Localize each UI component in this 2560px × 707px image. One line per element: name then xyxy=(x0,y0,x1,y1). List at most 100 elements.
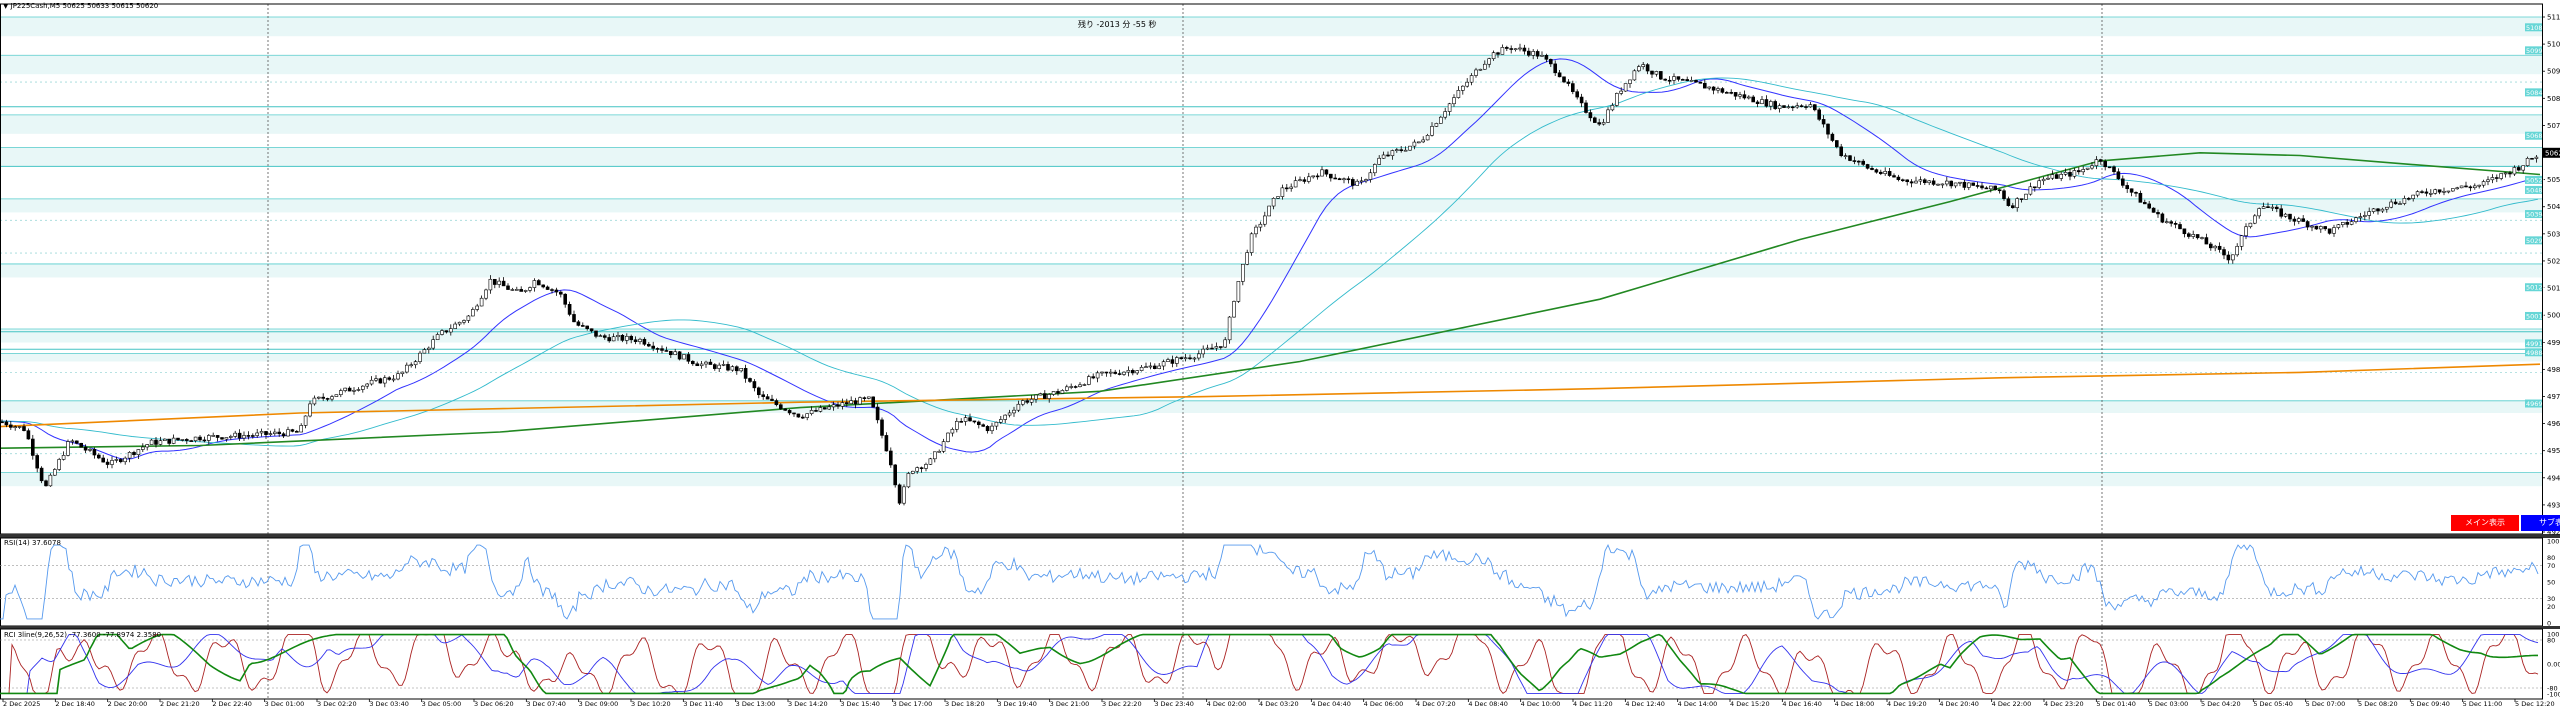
candle-body xyxy=(1874,169,1879,173)
candle-body xyxy=(1293,180,1298,188)
candle-body xyxy=(97,454,101,459)
candle-body xyxy=(1566,81,1571,84)
candle-body xyxy=(726,364,730,371)
candle-body xyxy=(1993,185,1997,191)
time-tick-label: 4 Dec 04:40 xyxy=(1311,700,1351,707)
ma-xlong-line xyxy=(0,363,2541,428)
candle-body xyxy=(466,315,471,321)
candle-body xyxy=(242,435,246,439)
candle-body xyxy=(712,364,717,369)
candle-body xyxy=(2019,198,2024,200)
candle-body xyxy=(79,442,83,448)
sub-view-button[interactable]: サブ表示 xyxy=(2521,515,2560,531)
candle-body xyxy=(1848,155,1852,161)
candle-body xyxy=(660,348,664,351)
candle-body xyxy=(1945,180,1949,185)
candle-body xyxy=(497,280,502,285)
candle-body xyxy=(2239,235,2244,247)
candle-body xyxy=(2129,188,2134,193)
candle-body xyxy=(862,397,867,399)
candle-body xyxy=(255,432,259,436)
rsi-tick-label: 80 xyxy=(2547,554,2555,562)
candle-body xyxy=(2041,178,2046,182)
candle-body xyxy=(1390,150,1395,157)
candle-body xyxy=(2226,254,2231,261)
candle-body xyxy=(1777,105,1782,109)
candle-body xyxy=(316,396,321,399)
candle-body xyxy=(2270,206,2275,209)
candle-body xyxy=(946,432,950,442)
candle-body xyxy=(229,436,233,438)
candle-body xyxy=(136,449,141,456)
candle-body xyxy=(1227,316,1232,341)
candle-body xyxy=(532,280,537,288)
candle-body xyxy=(1733,92,1738,97)
candle-body xyxy=(1500,47,1505,55)
candle-body xyxy=(576,321,581,326)
candle-body xyxy=(1808,104,1813,108)
candle-body xyxy=(800,416,805,419)
candle-body xyxy=(1135,370,1139,374)
collapse-triangle-icon[interactable]: ▼ xyxy=(3,2,9,10)
candle-body xyxy=(2173,223,2178,225)
zone-price-tag xyxy=(2525,88,2542,97)
time-tick-label: 3 Dec 23:40 xyxy=(1154,700,1194,707)
candle-body xyxy=(1245,252,1249,265)
candle-body xyxy=(2332,227,2336,234)
candle-body xyxy=(356,389,361,391)
candle-body xyxy=(629,335,634,341)
candle-body xyxy=(475,305,480,310)
candle-body xyxy=(554,289,559,293)
candle-body xyxy=(202,439,207,442)
candle-body xyxy=(303,415,308,426)
rsi-line xyxy=(0,543,2539,620)
time-tick-label: 3 Dec 17:00 xyxy=(893,700,933,707)
candle-body xyxy=(145,444,149,448)
candle-body xyxy=(2037,180,2041,188)
candle-body xyxy=(2508,172,2512,175)
candle-body xyxy=(2279,208,2283,217)
candle-body xyxy=(1645,64,1650,72)
candle-body xyxy=(2420,191,2424,193)
candle-body xyxy=(492,278,497,285)
price-tick-label: 49721 xyxy=(2547,393,2560,401)
candle-body xyxy=(2521,165,2525,171)
zone-price-tag xyxy=(2525,175,2542,184)
candle-body xyxy=(158,440,163,445)
candle-body xyxy=(822,407,827,410)
candle-body xyxy=(149,439,154,445)
candle-body xyxy=(2094,159,2099,167)
candle-body xyxy=(127,452,132,459)
candle-body xyxy=(646,343,651,347)
candlesticks xyxy=(0,43,2539,506)
candle-body xyxy=(2059,173,2063,179)
candle-body xyxy=(1544,55,1549,60)
candle-body xyxy=(211,435,215,437)
candle-body xyxy=(1117,373,1122,375)
candle-body xyxy=(1025,400,1029,403)
time-tick-label: 3 Dec 11:40 xyxy=(683,700,723,707)
candle-body xyxy=(1408,145,1412,151)
candle-body xyxy=(2125,185,2129,190)
ohlc-values: 50625 50633 50615 50620 xyxy=(62,2,159,10)
candle-body xyxy=(105,461,110,465)
candle-body xyxy=(655,348,660,350)
price-tick-label: 50921 xyxy=(2547,68,2560,76)
candle-body xyxy=(668,350,673,356)
candle-body xyxy=(1210,347,1214,350)
candle-body xyxy=(1241,263,1245,282)
main-view-button[interactable]: メイン表示 xyxy=(2451,515,2519,531)
candle-body xyxy=(1373,164,1377,174)
candle-body xyxy=(1020,400,1025,405)
candle-body xyxy=(501,280,506,287)
time-tick-label: 5 Dec 05:40 xyxy=(2253,700,2293,707)
candle-body xyxy=(1641,64,1645,67)
candle-body xyxy=(2363,215,2367,217)
candle-body xyxy=(1478,68,1483,71)
candle-body xyxy=(1584,102,1588,113)
zone-price-tag xyxy=(2525,23,2542,32)
candle-body xyxy=(1166,359,1170,363)
candle-body xyxy=(2217,245,2222,250)
candle-body xyxy=(294,431,299,433)
